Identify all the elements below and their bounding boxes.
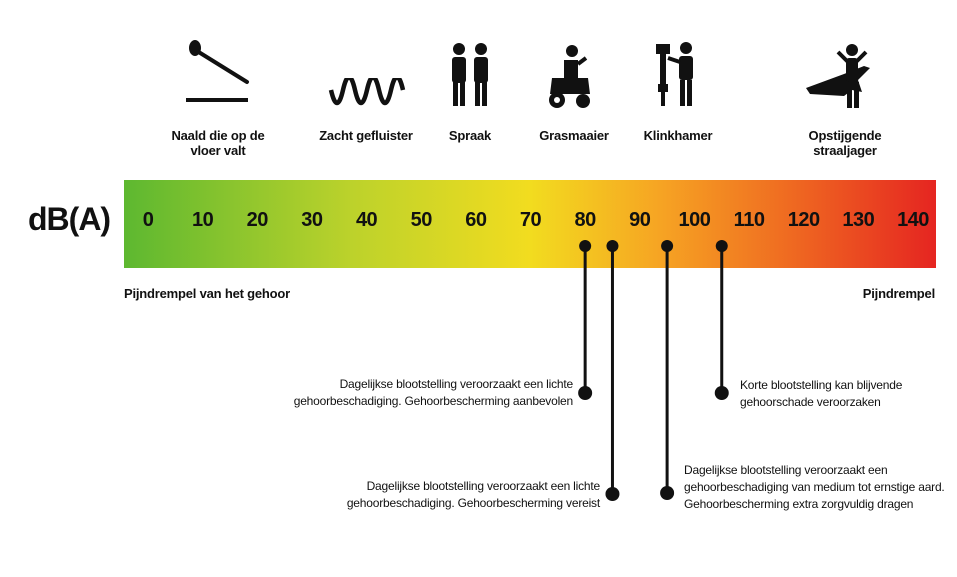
note-95db-line3: Gehoorbescherming extra zorgvuldig drage… [684, 497, 914, 511]
tick-label-10: 10 [192, 209, 214, 231]
source-label-lawn-mower: Grasmaaier [539, 128, 609, 143]
decibel-gradient-bar [124, 180, 936, 268]
note-95db-line2: gehoorbeschadiging van medium tot ernsti… [684, 480, 945, 494]
tick-label-50: 50 [410, 209, 433, 231]
whisper-wave-icon [328, 78, 406, 106]
note-85db: Dagelijkse blootstelling veroorzaakt een… [347, 478, 600, 512]
tick-label-140: 140 [897, 209, 929, 231]
source-label-speech: Spraak [448, 128, 492, 143]
marker-dot-80-top [579, 240, 592, 252]
source-label-fighter-jet: Opstijgende straaljager [808, 128, 882, 158]
note-95db: Dagelijkse blootstelling veroorzaakt een… [684, 462, 945, 513]
note-105db: Korte blootstelling kan blijvende gehoor… [740, 377, 902, 411]
tick-label-70: 70 [519, 209, 542, 231]
marker-dot-95-bottom [660, 486, 675, 500]
tick-label-110: 110 [733, 209, 765, 231]
edge-label-right: Pijndrempel [862, 286, 935, 301]
tick-label-90: 90 [629, 209, 651, 231]
fighter-jet-icon [806, 44, 870, 108]
axis-title: dB(A) [28, 201, 111, 237]
note-80db-line2: gehoorbeschadiging. Gehoorbescherming aa… [293, 394, 573, 408]
tick-label-40: 40 [355, 209, 378, 231]
note-80db: Dagelijkse blootstelling veroorzaakt een… [294, 376, 573, 410]
note-85db-line1: Dagelijkse blootstelling veroorzaakt een… [366, 479, 601, 493]
marker-dot-95-top [661, 240, 674, 252]
tick-label-130: 130 [842, 209, 875, 231]
marker-dot-80-bottom [578, 386, 593, 400]
note-95db-line1: Dagelijkse blootstelling veroorzaakt een [684, 463, 888, 477]
note-80db-line1: Dagelijkse blootstelling veroorzaakt een… [339, 377, 574, 391]
marker-dot-105-bottom [714, 386, 729, 400]
lawn-mower-icon [549, 45, 590, 108]
tick-label-20: 20 [246, 209, 269, 231]
note-105db-line1: Korte blootstelling kan blijvende [740, 378, 903, 392]
tick-label-60: 60 [465, 209, 487, 231]
edge-label-left: Pijndrempel van het gehoor [124, 286, 290, 301]
needle-icon [186, 40, 249, 102]
jackhammer-icon [656, 42, 693, 106]
source-label-needle: Naald die op de vloer valt [171, 128, 265, 158]
marker-dot-105-top [715, 240, 728, 252]
source-label-whisper: Zacht gefluister [319, 128, 413, 143]
tick-label-0: 0 [142, 209, 154, 231]
tick-label-120: 120 [787, 209, 820, 231]
note-105db-line2: gehoorschade veroorzaken [740, 395, 881, 409]
note-85db-line2: gehoorbeschadiging. Gehoorbescherming ve… [346, 496, 600, 510]
tick-label-30: 30 [301, 209, 323, 231]
marker-dot-85-top [606, 240, 619, 252]
marker-dot-85-bottom [605, 487, 620, 501]
source-label-jackhammer: Klinkhamer [643, 128, 713, 143]
tick-label-80: 80 [574, 209, 597, 231]
tick-label-100: 100 [678, 209, 711, 231]
people-talking-icon [452, 43, 488, 106]
